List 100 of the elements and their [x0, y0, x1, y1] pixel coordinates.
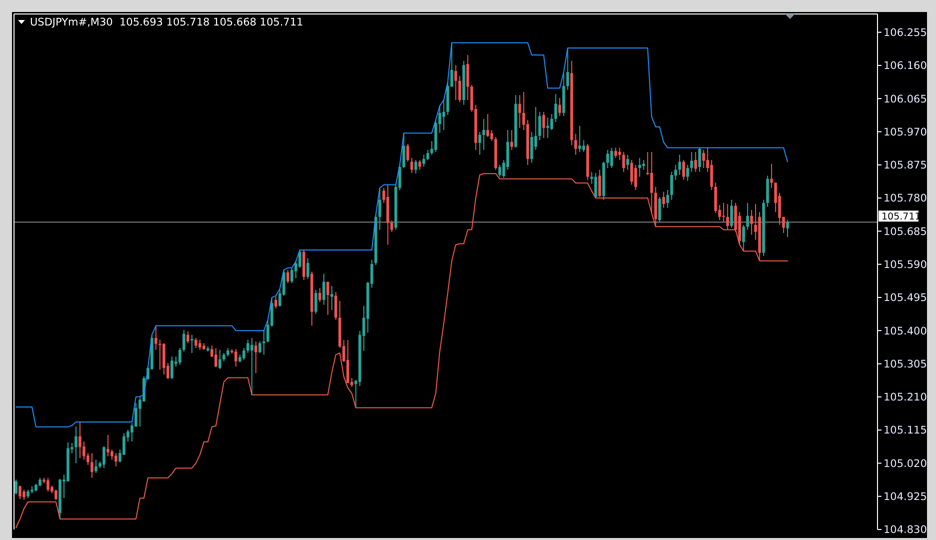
y-tick-label: 105.305	[884, 358, 927, 370]
candlestick	[698, 147, 701, 172]
candlestick	[94, 459, 98, 474]
candlestick	[402, 132, 406, 169]
candlestick	[106, 434, 110, 457]
candlestick	[666, 190, 670, 208]
candlestick	[330, 285, 334, 311]
candlestick	[18, 485, 22, 500]
candlestick	[234, 348, 238, 368]
candlestick	[686, 164, 690, 182]
candlestick	[770, 163, 773, 188]
candlestick	[626, 154, 630, 170]
candlestick	[542, 111, 546, 139]
candlestick	[678, 154, 682, 176]
candlestick	[574, 133, 578, 156]
candlestick	[634, 164, 638, 191]
candlestick	[114, 452, 118, 467]
candlestick	[190, 334, 194, 354]
candlestick	[110, 449, 114, 460]
candlestick	[318, 288, 322, 303]
candlestick	[746, 202, 749, 230]
candlestick	[578, 125, 582, 152]
candlestick	[314, 289, 318, 314]
y-tick-label: 105.115	[884, 424, 927, 437]
candlestick	[662, 191, 666, 208]
candlestick	[254, 340, 258, 374]
candlestick	[690, 151, 694, 172]
candlestick	[22, 489, 26, 500]
y-tick-label: 105.685	[884, 226, 927, 238]
candlestick	[682, 160, 686, 180]
candlestick	[490, 129, 494, 142]
candlestick	[250, 337, 254, 396]
candlestick	[642, 160, 646, 170]
candlestick	[638, 157, 642, 178]
candlestick	[90, 452, 94, 478]
candlestick	[482, 118, 486, 150]
candlestick	[726, 203, 729, 230]
candlestick	[242, 348, 246, 360]
candlestick	[582, 140, 586, 152]
candlestick	[702, 149, 705, 169]
candlestick	[622, 151, 626, 172]
candlestick	[710, 160, 713, 191]
y-tick-label: 104.925	[884, 491, 927, 504]
candlestick	[246, 339, 250, 354]
candlestick	[618, 147, 622, 160]
candlestick	[390, 220, 394, 232]
candlestick	[418, 160, 422, 170]
candlestick	[194, 337, 198, 349]
candlestick	[606, 149, 610, 169]
candlestick	[14, 479, 18, 496]
candlestick	[214, 348, 218, 368]
candlestick	[486, 113, 490, 138]
y-tick-label: 105.210	[884, 392, 927, 404]
y-tick-label: 105.020	[884, 458, 927, 470]
candlestick	[258, 340, 262, 354]
candlestick	[730, 199, 733, 228]
line-series	[16, 42, 788, 428]
candlestick	[722, 202, 725, 222]
candlestick	[154, 325, 158, 350]
y-tick-label: 104.830	[884, 524, 927, 536]
candlestick	[306, 258, 310, 280]
candlestick	[406, 143, 410, 162]
candlestick	[74, 426, 78, 464]
y-tick-label: 106.255	[884, 26, 927, 39]
y-tick-label: 105.970	[884, 126, 927, 138]
y-tick-label: 106.160	[884, 60, 927, 72]
candlestick	[658, 196, 662, 222]
candlestick	[422, 154, 426, 168]
candlestick	[170, 356, 174, 380]
candlestick	[410, 157, 414, 174]
y-tick-label: 105.400	[884, 325, 927, 338]
candlestick	[198, 339, 202, 350]
candlestick	[46, 477, 50, 492]
candlestick	[102, 446, 106, 469]
candlestick	[454, 64, 458, 100]
candlestick	[742, 224, 745, 252]
y-tick-label: 105.875	[884, 160, 927, 172]
candlestick	[158, 339, 162, 370]
y-tick-label: 105.495	[884, 292, 927, 304]
candlestick	[54, 489, 58, 500]
y-tick-label: 106.065	[884, 93, 927, 106]
candlestick	[630, 160, 634, 186]
candlestick	[426, 149, 430, 160]
candlestick	[182, 329, 186, 352]
y-tick-label: 105.590	[884, 259, 927, 271]
y-tick-label: 105.780	[884, 192, 927, 205]
candlestick	[218, 349, 222, 370]
candlestick	[750, 209, 753, 236]
candlestick	[786, 219, 789, 238]
candlestick	[186, 330, 190, 344]
candlestick	[262, 329, 266, 356]
candlestick	[178, 348, 182, 366]
candlestick	[694, 151, 698, 172]
candlestick	[670, 171, 674, 200]
chart-title: USDJPYm#,M30 105.693 105.718 105.668 105.711	[30, 16, 304, 29]
candlestick	[78, 420, 82, 458]
candlestick	[538, 111, 542, 141]
candlestick	[414, 160, 418, 174]
candlestick	[614, 147, 618, 158]
ref-line-label: 105.711	[882, 211, 921, 222]
